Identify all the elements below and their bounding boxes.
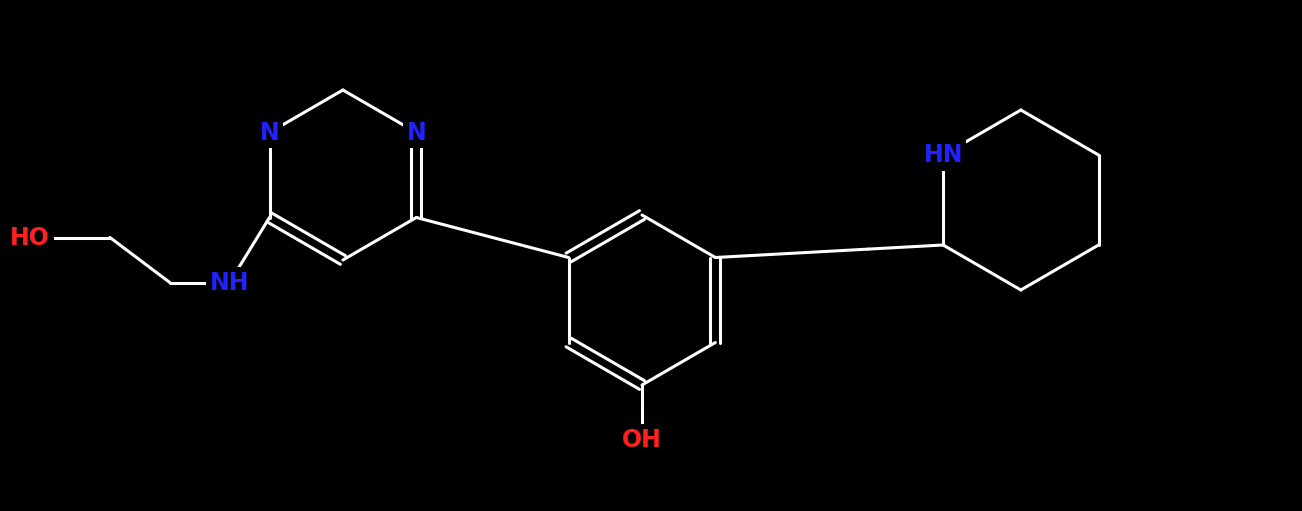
Text: HN: HN <box>923 143 963 167</box>
Text: N: N <box>259 121 280 145</box>
Text: N: N <box>406 121 426 145</box>
Text: HO: HO <box>10 225 51 249</box>
Text: NH: NH <box>210 270 250 294</box>
Text: OH: OH <box>622 428 661 452</box>
